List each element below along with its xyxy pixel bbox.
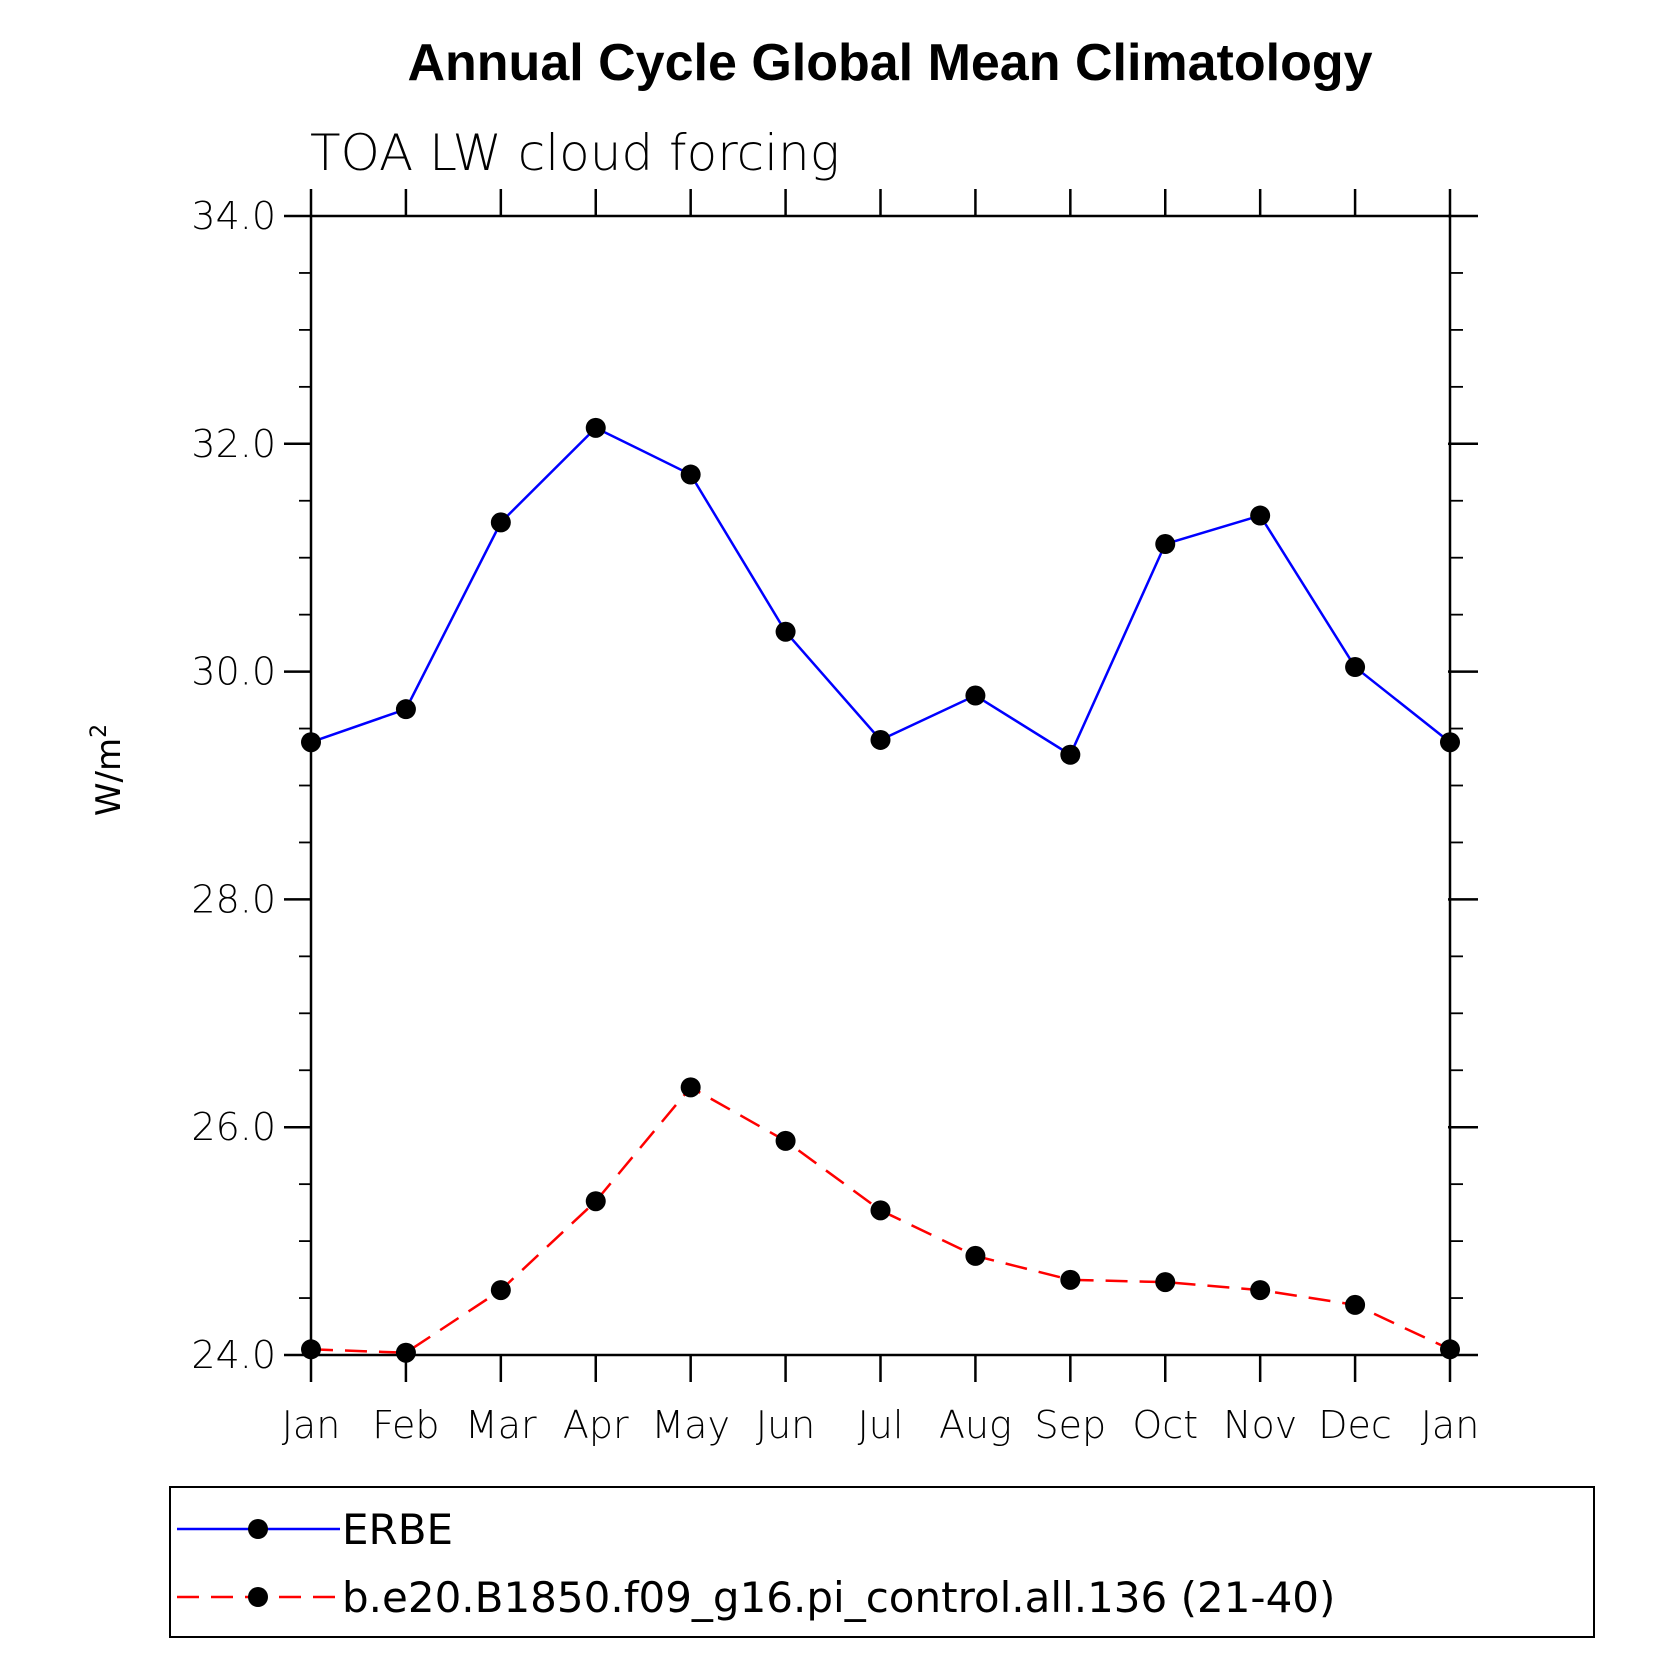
plot-axes [284,189,1478,1382]
data-point-s1-7 [965,1245,986,1266]
y-tick-labels: 24.0 26.0 28.0 30.0 32.0 34.0 [191,194,276,1377]
data-point-s0-4 [680,464,701,485]
data-point-s0-3 [585,417,606,438]
chart-title: Annual Cycle Global Mean Climatology [407,34,1372,92]
data-point-s1-8 [1060,1269,1081,1290]
plot-frame [309,214,1452,1357]
data-point-s0-9 [1155,534,1176,555]
legend-frame [169,1486,1595,1638]
data-point-s0-0 [301,732,321,753]
data-point-s1-6 [870,1200,891,1221]
data-point-s0-6 [870,729,891,750]
x-tick-label: Aug [939,1403,1012,1447]
data-point-s1-4 [680,1077,701,1098]
x-tick-label: Oct [1132,1403,1198,1447]
data-point-s1-5 [775,1130,796,1151]
data-point-s0-7 [965,685,986,706]
data-point-s1-1 [395,1342,416,1363]
data-point-s0-2 [490,512,511,533]
x-tick-labels: Jan Feb Mar Apr May Jun Jul Aug Sep Oct Nov Dec Jan [282,1403,1480,1447]
y-tick-label: 32.0 [191,422,276,466]
x-tick-label: Apr [563,1403,629,1447]
legend-marker-model [248,1587,268,1607]
data-point-s1-3 [585,1191,606,1212]
series-layer [301,417,1460,1363]
y-tick-label: 34.0 [191,194,276,238]
x-tick-label: Jan [1421,1403,1480,1447]
x-tick-label: May [651,1403,730,1447]
y-axis-label: W/m2 [87,724,129,816]
legend-label-model: b.e20.B1850.f09_g16.pi_control.all.136 (… [342,1573,1335,1622]
legend-label-erbe: ERBE [342,1505,453,1554]
data-point-s1-9 [1155,1272,1176,1293]
y-tick-label: 26.0 [191,1105,276,1149]
data-point-s1-2 [490,1280,511,1301]
series-line-0 [310,426,1451,757]
data-point-s0-1 [395,699,416,720]
data-point-s0-11 [1345,657,1366,678]
chart-subtitle: TOA LW cloud forcing [310,124,840,182]
y-axis-label-superscript: 2 [87,724,112,738]
x-tick-label: Jun [756,1403,815,1447]
y-tick-label: 28.0 [191,877,276,921]
data-point-s0-8 [1060,744,1081,765]
x-tick-label: Sep [1035,1403,1107,1447]
data-point-s1-11 [1345,1294,1366,1315]
x-tick-label: Mar [465,1403,537,1447]
legend-marker-erbe [248,1519,268,1539]
legend: ERBE b.e20.B1850.f09_g16.pi_control.all.… [169,1486,1595,1638]
data-point-s1-10 [1250,1280,1271,1301]
data-point-s0-10 [1250,505,1271,526]
x-tick-label: Nov [1223,1403,1297,1447]
y-tick-label: 30.0 [191,650,276,694]
data-point-s1-0 [301,1339,321,1360]
x-tick-label: Jul [858,1403,904,1447]
data-point-s1-12 [1440,1339,1460,1360]
y-tick-label: 24.0 [191,1333,276,1377]
data-point-s0-5 [775,621,796,642]
y-axis-label-text: W/m [89,738,129,816]
x-tick-label: Dec [1318,1403,1392,1447]
x-tick-label: Feb [372,1403,439,1447]
data-point-s0-12 [1440,732,1460,753]
x-tick-label: Jan [282,1403,341,1447]
